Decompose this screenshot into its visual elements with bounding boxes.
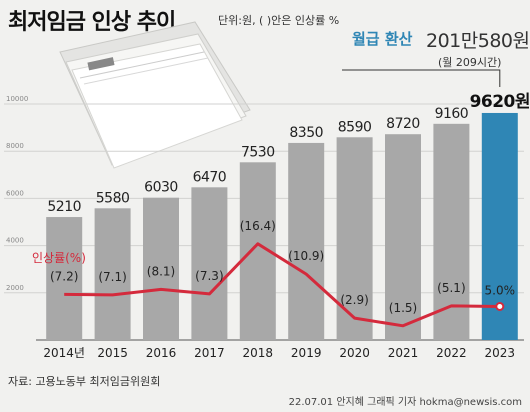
y-tick-label: 10000 bbox=[6, 95, 28, 103]
bar-value-label: 9620원 bbox=[470, 92, 530, 112]
monthly-conversion-value: 201만580원 bbox=[426, 30, 530, 52]
bar bbox=[46, 217, 83, 340]
bar bbox=[433, 123, 470, 340]
rate-value-label: (5.1) bbox=[437, 281, 465, 295]
bar-value-label: 6030 bbox=[144, 180, 178, 196]
bar-value-label: 5580 bbox=[96, 190, 130, 206]
y-tick-label: 8000 bbox=[6, 142, 24, 150]
bar bbox=[336, 137, 373, 340]
x-tick-label: 2018 bbox=[243, 346, 274, 360]
rate-value-label: 5.0% bbox=[485, 284, 516, 298]
x-tick-label: 2014년 bbox=[43, 346, 85, 360]
chart-title: 최저임금 인상 추이 bbox=[8, 10, 176, 35]
bar-value-label: 7530 bbox=[241, 144, 275, 160]
x-tick-label: 2015 bbox=[97, 346, 128, 360]
callout-line bbox=[342, 69, 501, 87]
rate-legend-label: 인상률(%) bbox=[32, 251, 86, 265]
bar bbox=[143, 197, 179, 340]
x-tick-label: 2020 bbox=[339, 346, 370, 360]
x-tick-label: 2023 bbox=[485, 346, 516, 360]
bar bbox=[191, 187, 228, 340]
rate-value-label: (8.1) bbox=[147, 264, 175, 278]
bar-value-label: 9160 bbox=[435, 106, 469, 122]
bar bbox=[288, 142, 325, 340]
source-note: 자료: 고용노동부 최저임금위원회 bbox=[8, 375, 161, 388]
credit-line: 22.07.01 안지혜 그래픽 기자 hokma@newsis.com bbox=[288, 397, 522, 408]
x-tick-label: 2019 bbox=[291, 346, 322, 360]
rate-series-line bbox=[64, 242, 500, 328]
x-tick-label: 2022 bbox=[436, 346, 467, 360]
rate-value-label: (7.1) bbox=[98, 270, 126, 284]
unit-note: 단위:원, ( )안은 인상률 % bbox=[218, 14, 340, 27]
rate-value-label: (16.4) bbox=[240, 219, 276, 233]
rate-value-label: (2.9) bbox=[340, 293, 368, 307]
x-tick-label: 2021 bbox=[388, 346, 419, 360]
x-tick-label: 2016 bbox=[146, 346, 177, 360]
bar-value-label: 5210 bbox=[47, 199, 81, 215]
y-tick-label: 2000 bbox=[6, 284, 24, 292]
bar-value-label: 6470 bbox=[193, 169, 227, 185]
rate-value-label: (10.9) bbox=[288, 249, 324, 263]
bar-value-label: 8590 bbox=[338, 119, 372, 135]
rate-value-label: (1.5) bbox=[389, 301, 417, 315]
bar bbox=[94, 208, 131, 340]
callout-connector bbox=[342, 69, 501, 87]
x-tick-label: 2017 bbox=[194, 346, 225, 360]
envelope-illustration bbox=[59, 21, 251, 169]
bar-value-label: 8720 bbox=[386, 116, 420, 132]
rate-endpoint-marker bbox=[495, 302, 505, 311]
rate-value-label: (7.3) bbox=[195, 269, 223, 283]
y-tick-label: 4000 bbox=[6, 237, 24, 245]
monthly-conversion-label: 월급 환산 bbox=[352, 30, 413, 48]
monthly-conversion-note: (월 209시간) bbox=[438, 56, 502, 69]
rate-value-label: (7.2) bbox=[50, 269, 78, 283]
bar bbox=[385, 134, 421, 340]
y-tick-label: 6000 bbox=[6, 189, 24, 197]
bar-value-label: 8350 bbox=[289, 125, 323, 141]
